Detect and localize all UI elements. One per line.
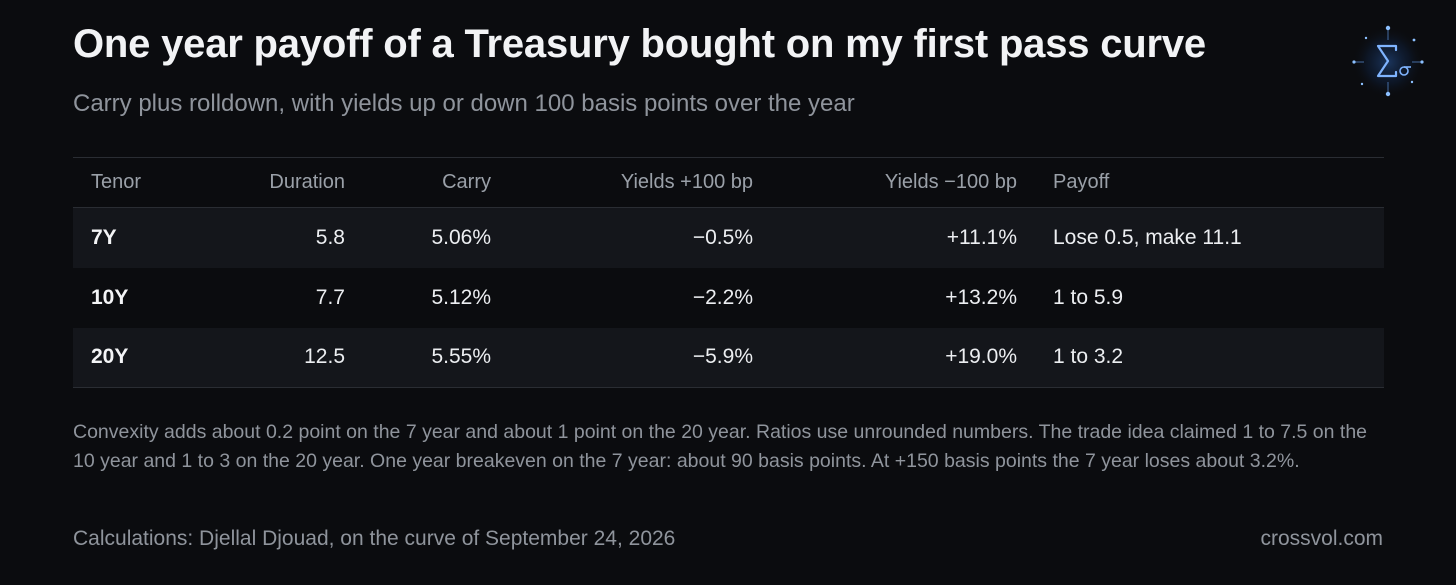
table-row: 20Y 12.5 5.55% −5.9% +19.0% 1 to 3.2 — [73, 327, 1384, 388]
cell-tenor: 10Y — [91, 285, 129, 309]
cell-duration: 5.8 — [315, 225, 345, 249]
cell-carry: 5.12% — [431, 285, 491, 309]
cell-duration: 7.7 — [315, 285, 345, 309]
payoff-table: Tenor Duration Carry Yields +100 bp Yiel… — [73, 157, 1384, 388]
header-carry: Carry — [442, 171, 491, 193]
header-duration: Duration — [269, 171, 345, 193]
sigma-icon — [1352, 25, 1424, 98]
cell-carry: 5.55% — [431, 345, 491, 369]
cell-yields-up: −5.9% — [692, 345, 753, 369]
header-yields-down: Yields −100 bp — [884, 171, 1017, 193]
cell-payoff: 1 to 5.9 — [1053, 285, 1124, 309]
site-link[interactable]: crossvol.com — [1260, 527, 1383, 550]
cell-yields-down: +19.0% — [945, 345, 1017, 369]
cell-yields-down: +11.1% — [946, 225, 1017, 249]
credit-text: Calculations: Djellal Djouad, on the cur… — [73, 527, 676, 550]
cell-duration: 12.5 — [304, 345, 345, 369]
cell-carry: 5.06% — [431, 225, 491, 249]
header-yields-up: Yields +100 bp — [620, 171, 753, 193]
cell-yields-up: −2.2% — [692, 285, 753, 309]
page-subtitle: Carry plus rolldown, with yields up or d… — [73, 90, 855, 117]
header-payoff: Payoff — [1053, 171, 1110, 193]
cell-tenor: 20Y — [91, 345, 129, 369]
cell-yields-up: −0.5% — [692, 225, 753, 249]
footnote: Convexity adds about 0.2 point on the 7 … — [73, 421, 1368, 472]
header-tenor: Tenor — [91, 171, 142, 193]
cell-payoff: 1 to 3.2 — [1053, 345, 1124, 369]
table-header-row: Tenor Duration Carry Yields +100 bp Yiel… — [73, 157, 1384, 208]
cell-payoff: Lose 0.5, make 11.1 — [1053, 225, 1242, 249]
table-row: 7Y 5.8 5.06% −0.5% +11.1% Lose 0.5, make… — [73, 207, 1384, 268]
cell-yields-down: +13.2% — [945, 285, 1017, 309]
table-row: 10Y 7.7 5.12% −2.2% +13.2% 1 to 5.9 — [73, 268, 1384, 328]
page-title: One year payoff of a Treasury bought on … — [73, 22, 1206, 66]
cell-tenor: 7Y — [91, 225, 117, 249]
